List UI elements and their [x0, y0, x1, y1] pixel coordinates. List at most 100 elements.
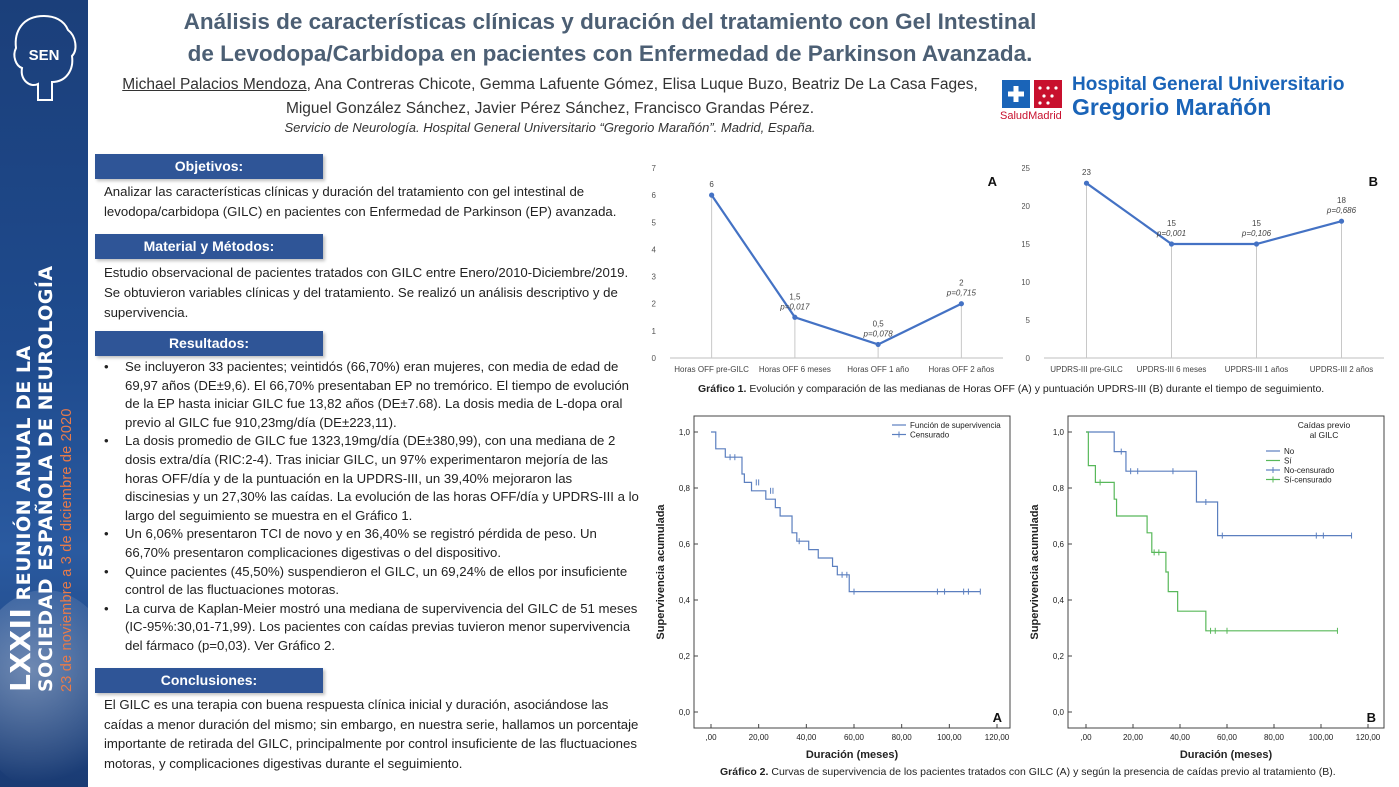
objetivos-heading: Objetivos:: [95, 154, 323, 179]
x-axis-title: Duración (meses): [1180, 749, 1273, 761]
x-tick-label: ,00: [705, 733, 717, 742]
y-tick-label: 0,4: [679, 596, 691, 605]
legend-title: Caídas previo: [1298, 420, 1351, 430]
result-item: La curva de Kaplan-Meier mostró una medi…: [104, 600, 639, 656]
series-line: [1085, 182, 1342, 246]
data-label: 0,5: [873, 319, 885, 328]
p-value-label: p=0,106: [1241, 229, 1272, 238]
y-tick-label: 5: [652, 218, 657, 227]
coauthors: , Ana Contreras Chicote, Gemma Lafuente …: [285, 76, 978, 117]
x-tick-label: Horas OFF 6 meses: [759, 365, 831, 374]
brain-image: [0, 590, 88, 787]
metodos-text: Estudio observacional de pacientes trata…: [104, 265, 629, 320]
x-tick-label: UPDRS-III pre-GILC: [1050, 365, 1123, 374]
banner-line2: SOCIEDAD ESPAÑOLA DE NEUROLOGÍA: [35, 265, 57, 692]
survival-curve: [711, 431, 981, 593]
p-value-label: p=0,715: [946, 289, 977, 298]
data-label: 15: [1167, 219, 1176, 228]
x-axis-title: Duración (meses): [806, 749, 899, 761]
y-axis-title: Supervivencia acumulada: [655, 504, 667, 640]
legend-label: Sí: [1284, 457, 1292, 466]
p-value-label: p=0,001: [1156, 229, 1186, 238]
caption-grafico-1-text: Evolución y comparación de las medianas …: [746, 383, 1325, 395]
x-tick-label: 120,00: [1356, 733, 1381, 742]
objetivos-text: Analizar las características clínicas y …: [104, 184, 617, 219]
data-label: 15: [1252, 219, 1261, 228]
data-label: 23: [1082, 168, 1091, 177]
caption-grafico-1-label: Gráfico 1.: [698, 383, 747, 395]
banner-text: LXXII REUNIÓN ANUAL DE LA SOCIEDAD ESPAÑ…: [4, 92, 84, 692]
banner-edition: LXXII: [4, 607, 37, 692]
y-tick-label: 0,6: [679, 540, 691, 549]
caption-grafico-2-text: Curvas de supervivencia de los pacientes…: [768, 766, 1336, 778]
y-tick-label: 0,0: [679, 708, 691, 717]
resultados-list: Se incluyeron 33 pacientes; veintidós (6…: [104, 358, 639, 656]
hospital-name-line2: Gregorio Marañón: [1072, 94, 1272, 120]
result-item: La dosis promedio de GILC fue 1323,19mg/…: [104, 432, 639, 525]
data-point: [958, 301, 964, 307]
y-tick-label: 20: [1022, 202, 1031, 211]
p-value-label: p=0,017: [779, 302, 810, 311]
conclusiones-heading: Conclusiones:: [95, 668, 323, 693]
chart-horas-off: 0 1 2 3 4 5 6 7 Horas OFF pre-GILC Horas OFF 6 me…: [652, 164, 1003, 374]
data-point: [1083, 180, 1090, 186]
y-tick-label: 0: [1026, 354, 1031, 363]
x-tick-label: ,00: [1080, 733, 1092, 742]
data-label: 6: [709, 180, 714, 189]
y-tick-label: 0,2: [1053, 652, 1065, 661]
y-tick-label: 0,4: [1053, 596, 1065, 605]
x-tick-label: UPDRS-III 6 meses: [1137, 365, 1207, 374]
affiliation: Servicio de Neurología. Hospital General…: [284, 120, 816, 135]
y-tick-label: 3: [652, 273, 657, 282]
legend-label: Censurado: [910, 431, 950, 440]
survival-curve: [1086, 431, 1352, 537]
chart-km-caidas: 0,0 0,2 0,4 0,6 0,8 1,0 ,00 20,00 40,00 60,00 80,0…: [1029, 415, 1385, 761]
data-label: 1,5: [789, 292, 801, 301]
p-value-label: p=0,078: [863, 329, 894, 338]
y-tick-label: 2: [652, 300, 657, 309]
panel-label: B: [1369, 174, 1378, 189]
salud-madrid-label: SaludMadrid: [1000, 110, 1062, 122]
y-tick-label: 0,0: [1053, 708, 1065, 717]
data-point: [1253, 241, 1260, 247]
y-tick-label: 0: [652, 354, 657, 363]
sen-logo-text: SEN: [29, 47, 60, 64]
chart-km-survival: 0,0 0,2 0,4 0,6 0,8 1,0 ,00 20,00 40,00 60,00 80,0…: [655, 415, 1011, 761]
hospital-name-line1: Hospital General Universitario: [1072, 74, 1345, 95]
x-tick-label: 80,00: [1264, 733, 1285, 742]
hospital-logo: SaludMadrid Hospital General Universitar…: [1000, 74, 1360, 124]
y-tick-label: 6: [652, 191, 657, 200]
result-item: Se incluyeron 33 pacientes; veintidós (6…: [104, 358, 639, 432]
legend-label: Sí-censurado: [1284, 476, 1332, 485]
banner-line1-text: REUNIÓN ANUAL DE LA: [13, 345, 35, 601]
data-point: [875, 341, 881, 348]
series-line: [710, 194, 962, 346]
data-point: [1338, 218, 1345, 224]
x-tick-label: 100,00: [1309, 733, 1334, 742]
banner-dates: 23 de noviembre a 3 de diciembre de 2020: [59, 408, 75, 692]
panel-label: B: [1367, 710, 1376, 725]
chart-updrs: 0 5 10 15 20 25 UPDRS-III pre-GILC UPDRS-III 6 …: [1022, 164, 1384, 374]
data-point: [709, 192, 715, 198]
y-tick-label: 0,8: [679, 484, 691, 493]
result-item: Un 6,06% presentaron TCI de novo y en 36…: [104, 525, 639, 562]
data-point: [792, 314, 798, 320]
x-tick-label: 40,00: [796, 733, 817, 742]
p-value-label: p=0,686: [1326, 206, 1357, 215]
y-tick-label: 25: [1022, 164, 1031, 173]
y-tick-label: 0,8: [1053, 484, 1065, 493]
x-tick-label: 80,00: [892, 733, 913, 742]
x-tick-label: UPDRS-III 1 años: [1225, 365, 1289, 374]
x-tick-label: 60,00: [844, 733, 865, 742]
result-item: Quince pacientes (45,50%) suspendieron e…: [104, 563, 639, 600]
legend-title: al GILC: [1310, 430, 1339, 440]
y-tick-label: 1,0: [1053, 428, 1065, 437]
data-point: [1168, 241, 1175, 247]
panel-label: A: [988, 174, 998, 189]
resultados-heading: Resultados:: [95, 331, 323, 356]
conclusiones-text: El GILC es una terapia con buena respues…: [104, 697, 639, 771]
side-banner: SEN LXXII REUNIÓN ANUAL DE LA SOCIEDAD E…: [0, 0, 88, 787]
y-tick-label: 4: [652, 245, 657, 254]
x-tick-label: Horas OFF 2 años: [928, 365, 994, 374]
